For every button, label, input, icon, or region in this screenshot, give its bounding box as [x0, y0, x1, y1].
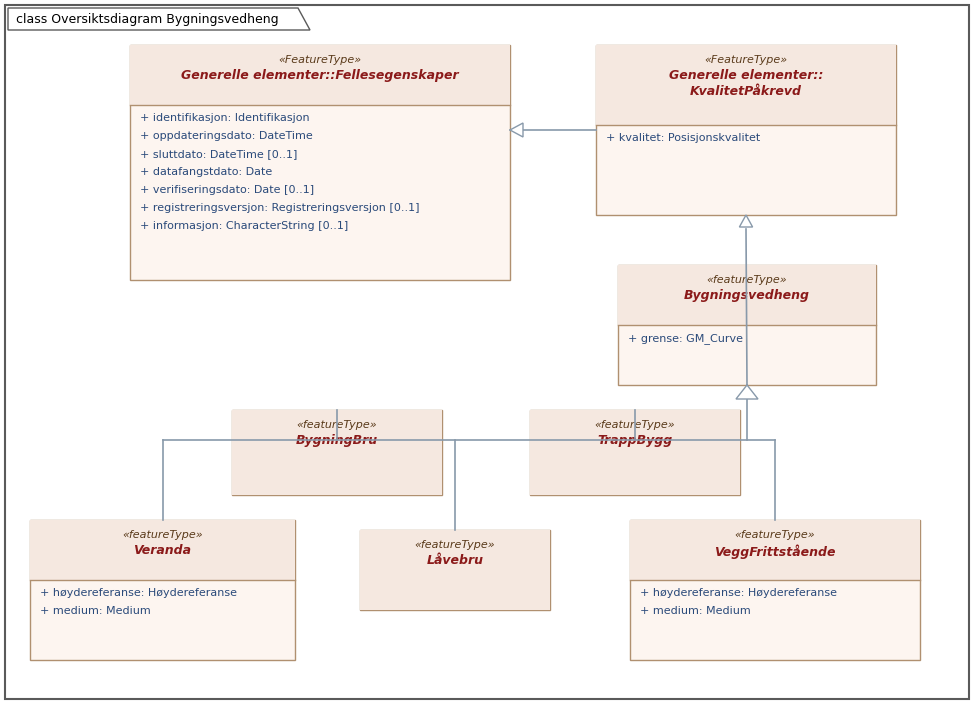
- Bar: [130, 45, 510, 105]
- Bar: [618, 265, 876, 385]
- Text: «featureType»: «featureType»: [297, 420, 377, 430]
- Polygon shape: [736, 385, 758, 399]
- Bar: [360, 530, 550, 610]
- Text: + identifikasjon: Identifikasjon: + identifikasjon: Identifikasjon: [140, 113, 310, 123]
- Text: «featureType»: «featureType»: [415, 540, 496, 550]
- Text: Veranda: Veranda: [133, 544, 192, 557]
- Bar: [530, 410, 740, 495]
- Text: «FeatureType»: «FeatureType»: [279, 55, 361, 65]
- Text: + medium: Medium: + medium: Medium: [40, 606, 151, 616]
- Polygon shape: [8, 8, 310, 30]
- Text: + registreringsversjon: Registreringsversjon [0..1]: + registreringsversjon: Registreringsver…: [140, 203, 420, 213]
- Bar: [232, 410, 442, 495]
- Bar: [618, 265, 876, 325]
- Text: + sluttdato: DateTime [0..1]: + sluttdato: DateTime [0..1]: [140, 149, 297, 159]
- Text: «FeatureType»: «FeatureType»: [704, 55, 788, 65]
- Text: class Oversiktsdiagram Bygningsvedheng: class Oversiktsdiagram Bygningsvedheng: [16, 13, 279, 25]
- Text: VeggFrittstående: VeggFrittstående: [714, 544, 836, 558]
- Polygon shape: [510, 123, 523, 137]
- Text: + høydereferanse: Høydereferanse: + høydereferanse: Høydereferanse: [640, 588, 837, 598]
- Text: Bygningsvedheng: Bygningsvedheng: [684, 289, 810, 302]
- Bar: [130, 45, 510, 280]
- Text: + oppdateringsdato: DateTime: + oppdateringsdato: DateTime: [140, 131, 313, 141]
- Text: Generelle elementer::Fellesegenskaper: Generelle elementer::Fellesegenskaper: [181, 69, 459, 82]
- Text: «featureType»: «featureType»: [595, 420, 675, 430]
- Bar: [530, 410, 740, 495]
- Text: + grense: GM_Curve: + grense: GM_Curve: [628, 333, 743, 344]
- Text: «featureType»: «featureType»: [734, 530, 815, 540]
- Bar: [30, 520, 295, 580]
- Text: + datafangstdato: Date: + datafangstdato: Date: [140, 167, 273, 177]
- Polygon shape: [739, 215, 753, 227]
- Bar: [30, 520, 295, 660]
- Bar: [630, 520, 920, 580]
- Bar: [630, 520, 920, 660]
- Text: TrappBygg: TrappBygg: [597, 434, 673, 447]
- Bar: [596, 45, 896, 125]
- Text: + informasjon: CharacterString [0..1]: + informasjon: CharacterString [0..1]: [140, 221, 349, 231]
- Text: «featureType»: «featureType»: [707, 275, 787, 285]
- Text: BygningBru: BygningBru: [296, 434, 378, 447]
- Text: + verifiseringsdato: Date [0..1]: + verifiseringsdato: Date [0..1]: [140, 185, 315, 195]
- Text: «featureType»: «featureType»: [122, 530, 203, 540]
- Text: Låvebru: Låvebru: [427, 554, 483, 567]
- Text: + medium: Medium: + medium: Medium: [640, 606, 751, 616]
- Text: KvalitetPåkrevd: KvalitetPåkrevd: [690, 85, 802, 98]
- Text: Generelle elementer::: Generelle elementer::: [669, 69, 823, 82]
- Bar: [596, 45, 896, 215]
- Bar: [232, 410, 442, 495]
- Bar: [360, 530, 550, 610]
- Text: + kvalitet: Posisjonskvalitet: + kvalitet: Posisjonskvalitet: [606, 133, 761, 143]
- Text: + høydereferanse: Høydereferanse: + høydereferanse: Høydereferanse: [40, 588, 237, 598]
